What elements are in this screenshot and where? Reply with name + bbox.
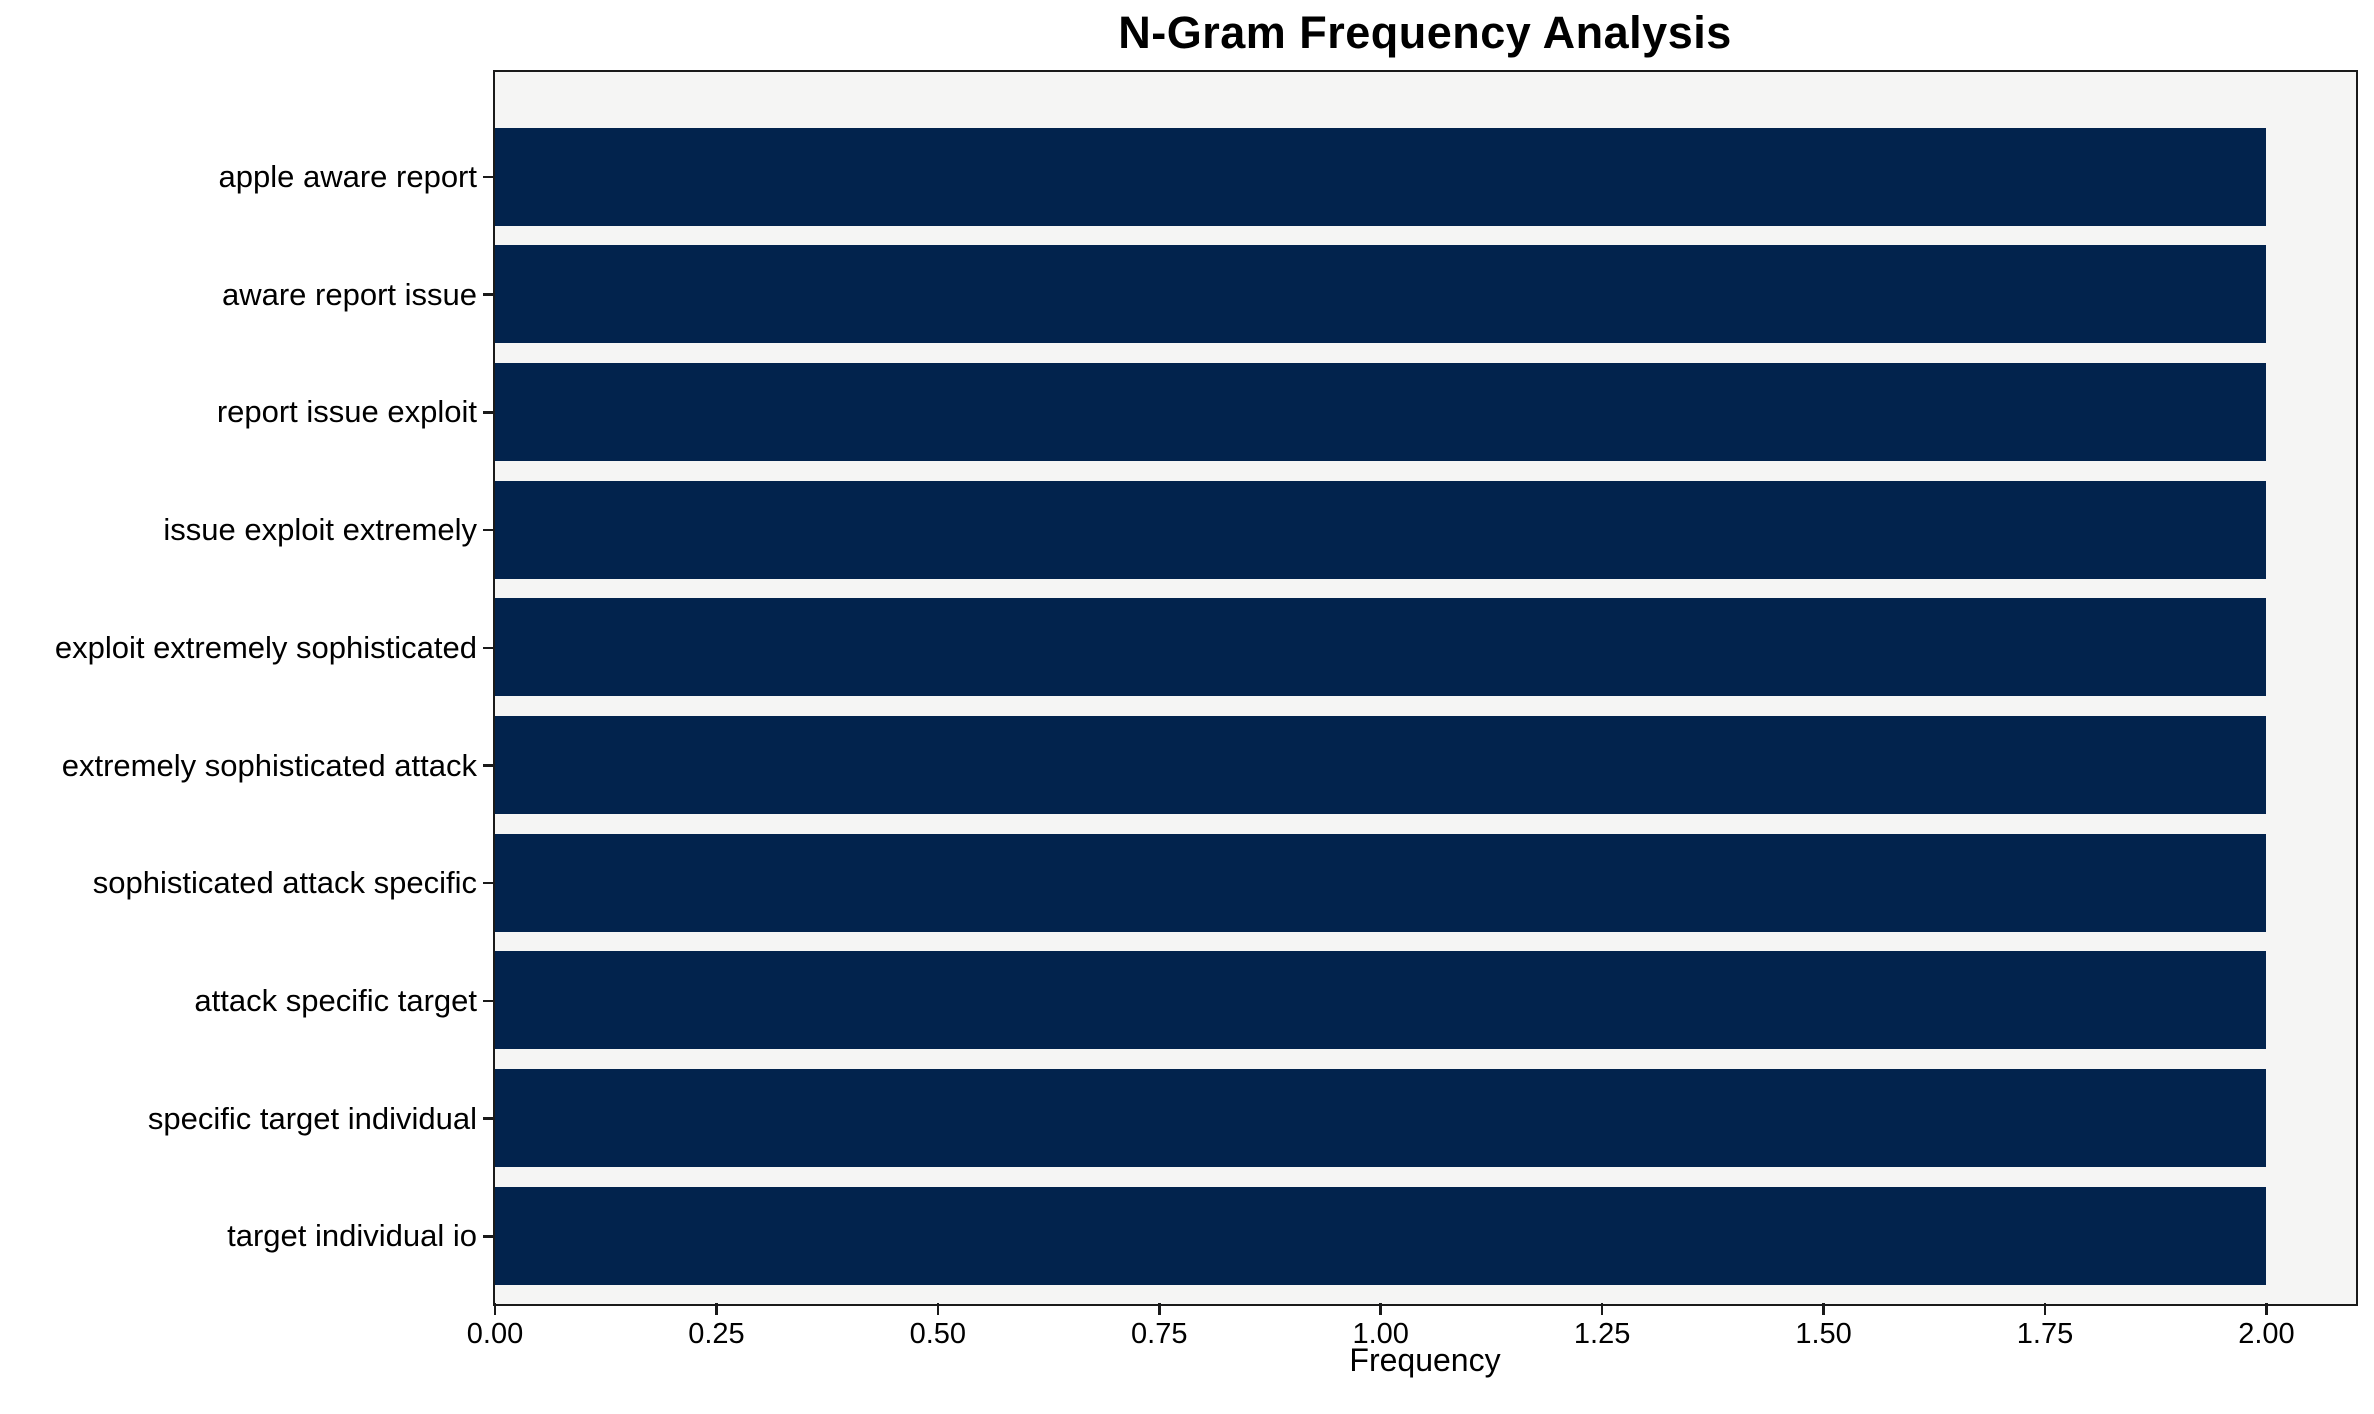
- bar: [494, 127, 2266, 226]
- bar: [494, 951, 2266, 1050]
- bar: [494, 362, 2266, 461]
- chart-title: N-Gram Frequency Analysis: [1118, 7, 1732, 58]
- y-tick-mark: [483, 1117, 495, 1120]
- x-tick-mark: [715, 1303, 718, 1315]
- bar: [494, 480, 2266, 579]
- x-tick-mark: [2043, 1303, 2047, 1315]
- y-tick-label: target individual io: [227, 1218, 477, 1254]
- x-tick-label: 2.00: [2238, 1318, 2295, 1350]
- y-tick-mark: [483, 764, 495, 767]
- x-tick-label: 0.50: [909, 1318, 967, 1350]
- y-tick-mark: [483, 1235, 495, 1238]
- bar: [494, 1186, 2266, 1285]
- x-tick-label: 0.75: [1131, 1318, 1188, 1350]
- x-tick-mark: [936, 1303, 940, 1315]
- y-tick-mark: [483, 293, 495, 296]
- y-tick-mark: [483, 175, 495, 179]
- x-tick-mark: [493, 1303, 497, 1315]
- x-tick-label: 0.00: [466, 1318, 524, 1350]
- y-tick-mark: [483, 881, 495, 885]
- y-tick-label: issue exploit extremely: [163, 512, 477, 548]
- y-tick-label: sophisticated attack specific: [92, 865, 477, 901]
- y-tick-label: attack specific target: [194, 982, 477, 1018]
- x-tick-label: 1.00: [1352, 1318, 1409, 1350]
- bar: [494, 598, 2266, 697]
- bar: [494, 833, 2266, 932]
- y-tick-mark: [483, 411, 495, 414]
- y-tick-label: aware report issue: [221, 276, 477, 312]
- y-tick-label: exploit extremely sophisticated: [54, 629, 477, 665]
- x-tick-mark: [2265, 1303, 2268, 1315]
- x-tick-label: 1.50: [1795, 1318, 1852, 1350]
- y-tick-label: report issue exploit: [216, 394, 477, 430]
- x-tick-mark: [1158, 1303, 1161, 1315]
- x-tick-mark: [1822, 1303, 1825, 1315]
- x-tick-label: 1.25: [1573, 1318, 1631, 1350]
- bar: [494, 1069, 2266, 1168]
- x-tick-label: 1.75: [2016, 1318, 2074, 1350]
- y-tick-label: apple aware report: [218, 159, 478, 194]
- x-tick-mark: [1379, 1303, 1382, 1315]
- plot-area: [492, 69, 2358, 1306]
- x-tick-label: 0.25: [688, 1318, 745, 1350]
- x-tick-mark: [1600, 1303, 1604, 1315]
- x-axis-label: Frequency: [1349, 1342, 1501, 1378]
- y-tick-label: extremely sophisticated attack: [61, 747, 477, 783]
- bar: [494, 245, 2266, 344]
- y-tick-mark: [483, 646, 495, 650]
- bar: [494, 716, 2266, 814]
- y-tick-mark: [483, 999, 495, 1003]
- y-tick-label: specific target individual: [147, 1100, 477, 1136]
- y-tick-mark: [483, 528, 495, 532]
